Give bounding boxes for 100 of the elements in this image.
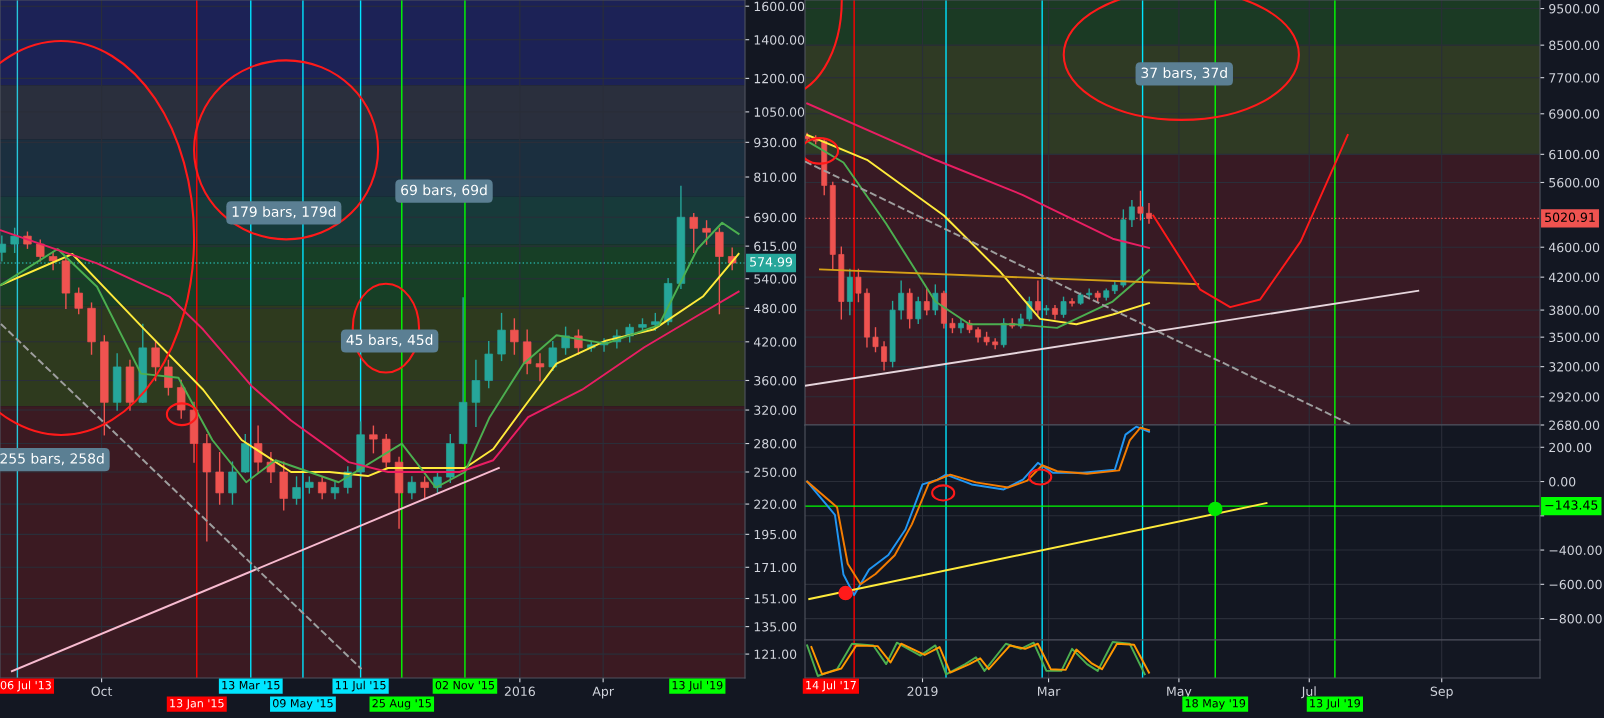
y-tick-label: 2920.00 [1549,392,1600,402]
y-tick-label: 1050.00 [754,107,805,117]
candlestick [420,476,429,500]
candlestick [702,220,711,245]
ref-line-label: 25 Aug '15 [372,699,431,710]
y-tick-label: 320.00 [754,405,797,415]
y-tick-label: 250.00 [754,467,797,477]
candlestick [497,312,506,362]
candlestick [522,329,532,375]
x-tick-label: Oct [91,686,113,697]
x-tick-label: May [1167,686,1192,699]
candlestick [151,341,160,382]
y-tick-label: 420.00 [753,337,797,347]
candlestick [215,451,224,505]
y-tick-label: 280.00 [754,439,797,449]
y-tick-label: 6900.00 [1549,109,1600,119]
y-tick-label: 7700.00 [1549,73,1600,83]
text: 13 Jul '19 [672,680,723,692]
candlestick [992,338,999,350]
candlestick [330,481,340,500]
candlestick [1137,190,1144,221]
candlestick [0,235,7,262]
candlestick [915,296,922,325]
ref-line-label: 574.99 [750,257,793,267]
y-tick-label: 690.00 [754,212,797,223]
y-tick-label: 135.00 [754,622,797,632]
y-tick-label: 195.00 [754,529,797,540]
x-tick-label: Jul [1301,686,1316,699]
candlestick [923,288,930,316]
y-tick-label: 5600.00 [1549,177,1600,188]
candlestick [36,239,45,262]
candlestick [855,268,862,303]
candlestick [407,476,417,500]
candlestick [1086,288,1093,299]
candlestick [1034,280,1041,316]
y-tick-label: 4600.00 [1548,242,1600,253]
ref-line-label: 13 Jan '15 [170,699,224,710]
candlestick [898,280,905,320]
candlestick [535,353,545,382]
candlestick [1060,296,1067,318]
annotation: 37 bars, 37d [1141,67,1227,80]
y-tick-label: 480.00 [753,303,797,314]
candlestick [881,341,887,371]
candlestick [253,425,263,473]
y-tick-label: 2680.00 [1549,420,1600,430]
line-series [806,102,1150,249]
annotation: 69 bars, 69d [401,184,487,197]
candlestick [471,359,481,427]
x-tick-label: 2019 [907,686,938,697]
x-tick-label: 2016 [504,686,535,697]
candlestick [317,476,327,500]
candlestick [74,287,83,315]
y-tick-label: 930.00 [754,137,797,148]
y-tick-label: 171.00 [754,562,797,573]
ref-line-label: 13 Mar '15 [222,680,280,690]
candlestick [1000,318,1007,348]
y-tick-label: 6100.00 [1549,149,1600,160]
y-tick-label: 200.00 [1549,442,1592,453]
ref-line-label: 5020.91 [1545,212,1595,223]
y-tick-label: −800.00 [1549,614,1602,624]
y-tick-label: 540.00 [754,274,797,284]
ref-line-label: 13 Jul '19 [1310,698,1360,710]
y-tick-label: 121.00 [754,649,797,660]
ref-line-label: 18 May '19 [1185,699,1246,710]
y-tick-label: 1600.00 [754,1,805,12]
x-tick-label: Mar [1038,686,1061,697]
y-tick-label: 810.00 [754,172,797,182]
y-tick-label: 3200.00 [1549,362,1600,372]
candlestick [382,434,391,468]
y-tick-label: 8500.00 [1549,40,1600,51]
annotation: 45 bars, 45d [346,334,433,347]
annotation: 179 bars, 179d [232,206,336,219]
ref-line-label: −143.45 [1545,500,1598,510]
y-tick-label: 220.00 [754,499,797,509]
annotation: 255 bars, 258d [0,452,104,466]
text: 14 Jul '17 [806,680,856,692]
ref-line-label: 02 Nov '15 [435,680,495,690]
y-tick-label: 0.00 [1549,477,1576,487]
text: 06 Jul '13 [0,680,51,692]
candlestick [510,318,519,355]
ref-line-label: 11 Jul '15 [335,680,386,692]
candlestick [177,379,186,419]
x-tick-label: Apr [592,686,614,699]
candlestick [689,212,698,254]
candlestick [164,359,173,396]
candlestick [228,461,237,505]
y-tick-label: 360.00 [754,375,797,386]
candlestick [1128,199,1135,228]
y-tick-label: 1400.00 [754,35,805,45]
y-tick-label: 9500.00 [1549,4,1600,14]
candlestick [10,227,19,254]
y-tick-label: −400.00 [1549,545,1602,555]
y-tick-label: 4200.00 [1548,272,1600,283]
ref-line-label: 09 May '15 [272,699,333,710]
x-tick-label: Sep [1430,686,1453,699]
candlestick [872,327,879,353]
y-tick-label: −600.00 [1549,579,1602,590]
y-tick-label: 1200.00 [754,73,805,84]
y-tick-label: 615.00 [754,241,797,252]
candlestick [292,476,301,505]
